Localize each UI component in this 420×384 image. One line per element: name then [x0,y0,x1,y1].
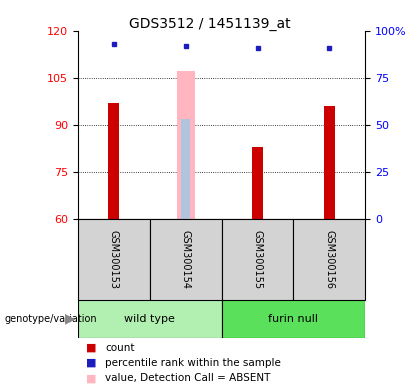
Bar [222,219,294,300]
Text: percentile rank within the sample: percentile rank within the sample [105,358,281,368]
Bar [78,219,150,300]
Text: GSM300154: GSM300154 [181,230,191,289]
Text: value, Detection Call = ABSENT: value, Detection Call = ABSENT [105,373,270,383]
Text: GSM300155: GSM300155 [252,230,262,289]
Text: genotype/variation: genotype/variation [4,314,97,324]
Text: GSM300153: GSM300153 [109,230,119,289]
Bar [108,103,119,219]
Text: ■: ■ [86,373,97,383]
Text: count: count [105,343,134,353]
Text: GSM300156: GSM300156 [324,230,334,289]
Text: ■: ■ [86,343,97,353]
Text: ▶: ▶ [65,312,76,326]
Bar [181,119,190,219]
Text: ■: ■ [86,358,97,368]
Bar [222,300,365,338]
Bar [294,219,365,300]
Bar [150,219,222,300]
Text: wild type: wild type [124,314,175,324]
Bar [78,300,222,338]
Bar [324,106,335,219]
Bar [176,71,194,219]
Text: furin null: furin null [268,314,318,324]
Bar [252,147,263,219]
Text: GDS3512 / 1451139_at: GDS3512 / 1451139_at [129,17,291,31]
